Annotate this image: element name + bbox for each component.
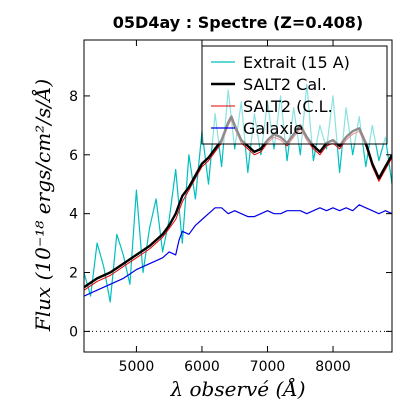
y-axis-label: Flux (10⁻¹⁸ ergs/cm²/s/Å) — [30, 79, 55, 332]
x-tick-label: 6000 — [184, 359, 220, 375]
x-tick-label: 5000 — [119, 359, 155, 375]
x-axis-label: λ observé (Å) — [169, 376, 305, 400]
chart-title: 05D4ay : Spectre (Z=0.408) — [113, 13, 363, 32]
series-line-3 — [84, 204, 392, 297]
y-tick-label: 8 — [69, 89, 78, 105]
legend-label: Galaxie — [243, 119, 303, 138]
y-tick-label: 2 — [69, 266, 78, 282]
y-tick-label: 4 — [69, 207, 78, 223]
y-tick-label: 6 — [69, 148, 78, 164]
legend-label: SALT2 Cal. — [243, 75, 327, 94]
y-tick-label: 0 — [69, 324, 78, 340]
x-tick-label: 7000 — [250, 359, 286, 375]
legend-label: Extrait (15 A) — [243, 53, 350, 72]
series-line-2 — [84, 119, 392, 291]
plot-frame — [83, 39, 393, 353]
legend-label: SALT2 (C.L. — [243, 97, 333, 116]
legend: Extrait (15 A) SALT2 Cal. SALT2 (C.L. Galax… — [201, 45, 388, 145]
axes: 5000 6000 7000 8000 0 2 4 6 8 — [69, 39, 393, 375]
x-tick-label: 8000 — [315, 359, 351, 375]
